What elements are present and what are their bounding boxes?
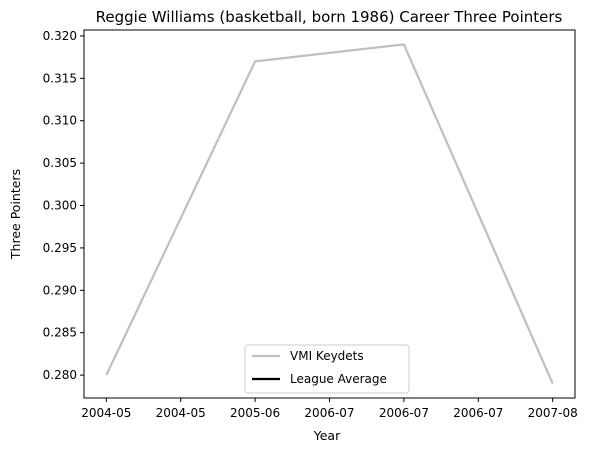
x-tick-label: 2007-08 <box>528 406 578 420</box>
x-axis-ticks: 2004-05 2004-05 2005-06 2006-07 2006-07 2006-… <box>81 398 578 420</box>
x-tick-label: 2006-07 <box>304 406 354 420</box>
y-tick-label: 0.315 <box>43 71 77 85</box>
y-tick-label: 0.295 <box>43 241 77 255</box>
y-tick-label: 0.280 <box>43 368 77 382</box>
y-tick-label: 0.310 <box>43 114 77 128</box>
x-tick-label: 2005-06 <box>230 406 280 420</box>
y-axis-ticks: 0.280 0.285 0.290 0.295 0.300 0.305 0.310 0.315… <box>43 29 84 382</box>
chart-title: Reggie Williams (basketball, born 1986) … <box>96 8 563 26</box>
y-tick-label: 0.285 <box>43 326 77 340</box>
legend-box <box>244 344 410 394</box>
x-tick-label: 2004-05 <box>156 406 206 420</box>
legend-label-league-average: League Average <box>290 372 387 386</box>
plot-area-frame <box>83 29 576 399</box>
x-axis-label: Year <box>313 428 341 443</box>
y-axis-label: Three Pointers <box>8 169 23 260</box>
legend-label-vmi-keydets: VMI Keydets <box>290 349 364 363</box>
x-tick-label: 2006-07 <box>379 406 429 420</box>
series-line-vmi-keydets <box>105 43 554 385</box>
chart-legend: VMI Keydets League Average <box>244 344 410 394</box>
y-tick-label: 0.290 <box>43 283 77 297</box>
y-tick-label: 0.305 <box>43 156 77 170</box>
series-layer <box>105 43 554 385</box>
y-tick-label: 0.300 <box>43 199 77 213</box>
x-tick-label: 2006-07 <box>453 406 503 420</box>
x-tick-label: 2004-05 <box>81 406 131 420</box>
y-tick-label: 0.320 <box>43 29 77 43</box>
